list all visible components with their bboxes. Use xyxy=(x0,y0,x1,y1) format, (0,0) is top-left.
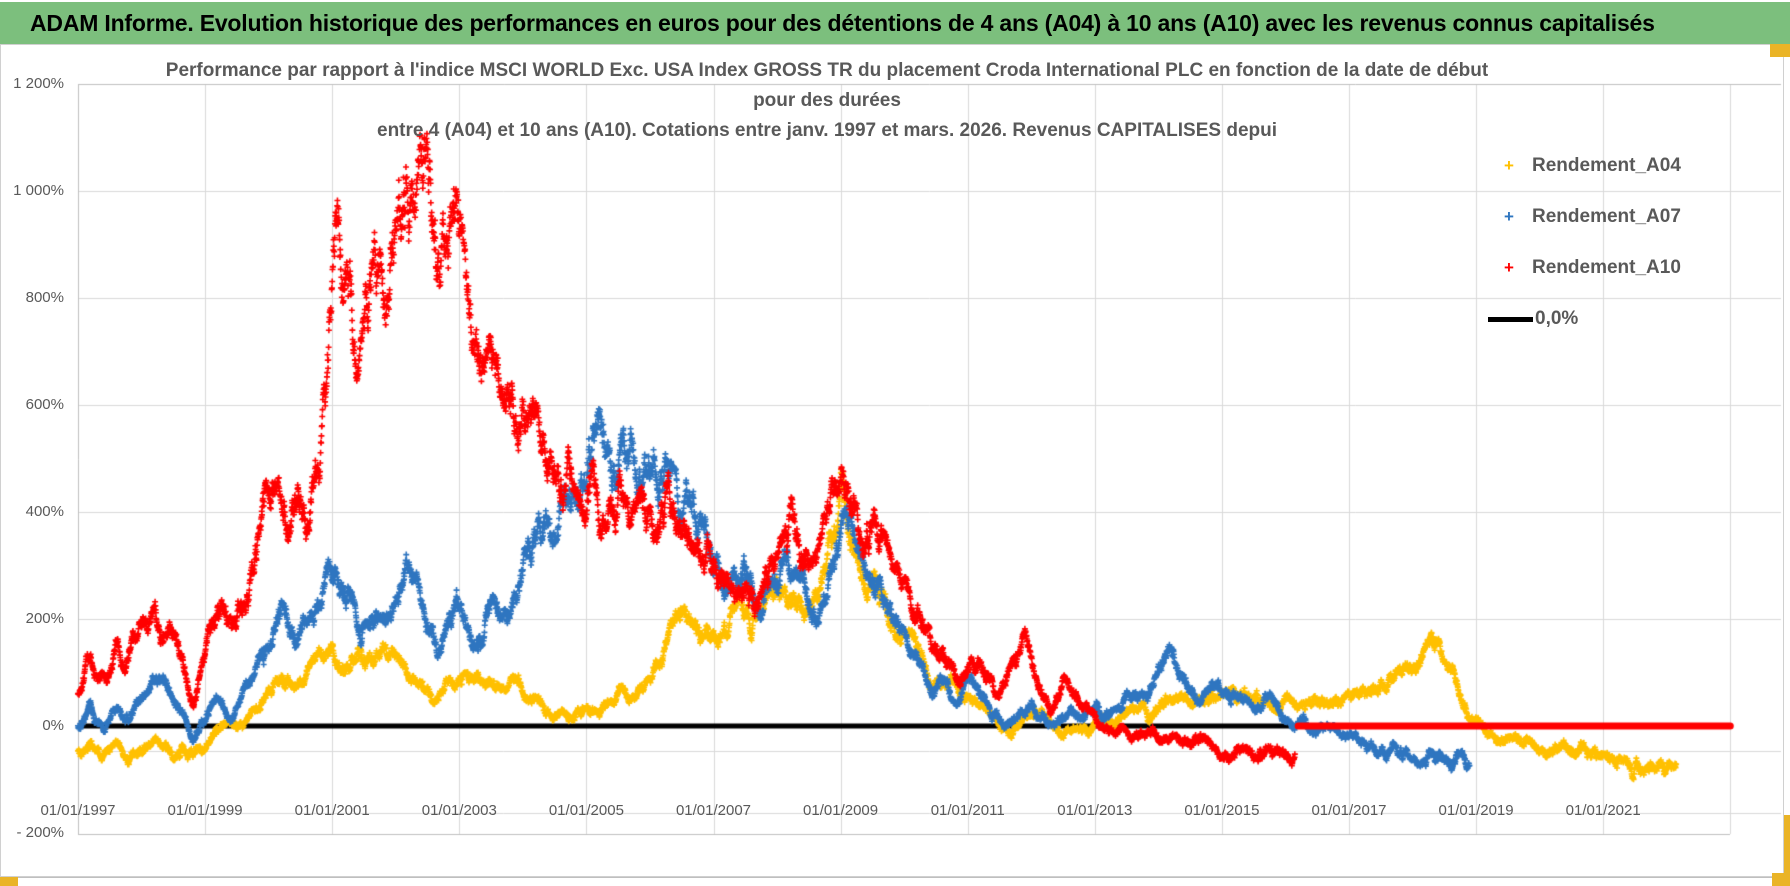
x-tick-label: 01/01/1999 xyxy=(167,802,243,819)
plus-marker-icon: + xyxy=(1504,258,1514,277)
y-tick-label: 400% xyxy=(25,503,64,520)
x-tick-label: 01/01/2011 xyxy=(930,802,1005,819)
chart-title-line2: pour des durées xyxy=(753,90,901,111)
x-tick-label: 01/01/2009 xyxy=(803,802,879,819)
legend-label: Rendement_A07 xyxy=(1532,206,1681,227)
y-tick-label: - 200% xyxy=(16,824,64,841)
y-tick-label: 1 200% xyxy=(13,75,64,92)
gold-corner-accent xyxy=(1770,44,1790,57)
legend-label: 0,0% xyxy=(1535,308,1579,329)
legend-label: Rendement_A10 xyxy=(1532,257,1681,278)
gold-corner-accent xyxy=(0,877,18,886)
chart-title: Performance par rapport à l'indice MSCI … xyxy=(80,56,1574,146)
plus-marker-icon: + xyxy=(1504,207,1514,226)
legend-item-rendement-a07[interactable]: + Rendement_A07 xyxy=(1488,202,1681,232)
y-tick-label: 200% xyxy=(25,610,64,627)
legend-label: Rendement_A04 xyxy=(1532,155,1681,176)
gold-corner-accent xyxy=(1772,873,1790,886)
y-tick-label: 600% xyxy=(25,396,64,413)
y-tick-label: 0% xyxy=(42,717,64,734)
x-tick-label: 01/01/2007 xyxy=(675,802,752,819)
x-tick-label: 01/01/2013 xyxy=(1057,802,1133,819)
gold-edge-accent xyxy=(1784,815,1790,877)
x-tick-label: 01/01/2003 xyxy=(421,802,497,819)
chart-legend: + Rendement_A04 + Rendement_A07 + Rendem… xyxy=(1488,151,1681,355)
x-tick-label: 01/01/2015 xyxy=(1184,802,1260,819)
y-tick-label: 800% xyxy=(25,289,64,306)
x-tick-label: 01/01/1997 xyxy=(40,802,116,819)
x-tick-label: 01/01/2001 xyxy=(294,802,370,819)
chart-title-line3: entre 4 (A04) et 10 ans (A10). Cotations… xyxy=(377,120,1277,141)
black-line-icon xyxy=(1488,316,1533,322)
legend-item-rendement-a10[interactable]: + Rendement_A10 xyxy=(1488,253,1681,283)
bottom-divider xyxy=(0,877,1790,878)
x-tick-label: 01/01/2017 xyxy=(1311,802,1387,819)
plus-marker-icon: + xyxy=(1504,156,1514,175)
legend-item-rendement-a04[interactable]: + Rendement_A04 xyxy=(1488,151,1681,181)
chart-title-line1: Performance par rapport à l'indice MSCI … xyxy=(165,60,1489,81)
x-tick-label: 01/01/2005 xyxy=(548,802,624,819)
legend-item-zero-line[interactable]: 0,0% xyxy=(1488,304,1681,334)
x-tick-label: 01/01/2019 xyxy=(1438,802,1514,819)
y-tick-label: 1 000% xyxy=(13,182,64,199)
x-tick-label: 01/01/2021 xyxy=(1565,802,1641,819)
